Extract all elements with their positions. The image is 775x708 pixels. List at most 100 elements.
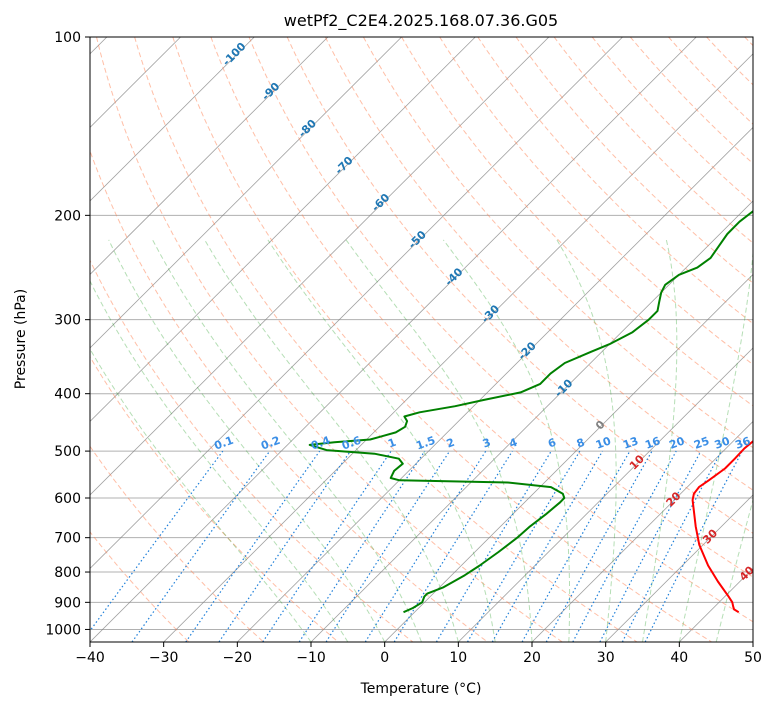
line-labels: 0.1 0.2 0.4 0.6 1 1.5 2 3 4 6 8 10 13 16 20 25 30 36-100-… (212, 40, 757, 584)
temperature-profile-line (691, 439, 753, 614)
isotherm-line (90, 37, 476, 423)
mixing-ratio-label: 20 (668, 434, 687, 452)
mixing-ratio-label: 6 (546, 436, 558, 451)
mixing-ratio-line (572, 450, 677, 642)
x-tick-label: −20 (223, 650, 253, 666)
moist-adiabat-line (108, 239, 386, 642)
isotherm-line (679, 567, 753, 642)
chart-title: wetPf2_C2E4.2025.168.07.36.G05 (284, 11, 558, 31)
moist-adiabat-line (90, 279, 349, 642)
isotherm-line (752, 641, 753, 642)
isotherm-label: -60 (369, 191, 392, 214)
dry-adiabat-line (324, 37, 753, 491)
mixing-ratio-line (325, 450, 451, 642)
isotherm-label: -80 (296, 117, 319, 140)
isotherm-line (237, 126, 753, 642)
isotherm-label: 20 (664, 489, 684, 509)
moist-adiabat-line (678, 247, 753, 642)
mixing-ratio-label: 4 (507, 436, 519, 451)
mixing-ratio-line (131, 450, 271, 642)
mixing-ratio-label: 1 (386, 436, 398, 451)
x-tick-label: 50 (744, 650, 762, 666)
isotherm-label: -90 (259, 80, 282, 103)
isotherm-line (90, 37, 255, 202)
plot-frame (89, 36, 754, 643)
dry-adiabat-line (706, 37, 753, 86)
mixing-ratio-line (393, 450, 513, 642)
x-tick-label: −30 (149, 650, 179, 666)
isotherm-line (605, 494, 753, 642)
background-lines (90, 37, 753, 642)
dry-adiabat-line (90, 149, 488, 642)
y-tick-label: 700 (54, 531, 81, 547)
mixing-ratio-line (90, 450, 224, 632)
dry-adiabat-line (439, 37, 753, 366)
mixing-ratio-line (218, 450, 351, 642)
isotherm-line (90, 37, 697, 642)
mixing-ratio-label: 25 (692, 434, 711, 451)
isotherm-line (310, 200, 753, 642)
y-tick-label: 800 (54, 565, 81, 581)
mixing-ratio-label: 36 (733, 434, 752, 452)
mixing-ratio-label: 0.6 (340, 434, 363, 453)
y-tick-label: 200 (54, 208, 81, 224)
y-tick-label: 1000 (45, 622, 81, 638)
mixing-ratio-label: 3 (481, 436, 493, 451)
isotherm-label: -40 (442, 265, 465, 288)
x-tick-label: 0 (380, 650, 389, 666)
dewpoint-profile-line (308, 209, 753, 614)
moist-adiabat-line (345, 239, 533, 642)
y-tick-label: 300 (54, 313, 81, 329)
mixing-ratio-line (644, 450, 743, 642)
axis-ticks: −40 −30 −20 −10 0 10 20 30 40 5010020030040050060… (45, 30, 762, 666)
mixing-ratio-line (599, 450, 702, 642)
isotherm-line (531, 420, 753, 642)
isotherm-label: -30 (479, 302, 502, 325)
moist-adiabat-line (556, 239, 617, 642)
mixing-ratio-label: 0.4 (309, 434, 332, 453)
dry-adiabat-line (401, 37, 753, 407)
dry-adiabat-line (172, 37, 712, 642)
dry-adiabat-line (96, 37, 563, 642)
moist-adiabat-line (642, 239, 678, 642)
x-axis-label: Temperature (°C) (360, 681, 482, 697)
mixing-ratio-line (364, 450, 487, 642)
y-axis-label: Pressure (hPa) (13, 289, 29, 389)
x-tick-label: 40 (670, 650, 688, 666)
mixing-ratio-line (298, 450, 426, 642)
mixing-ratio-line (185, 450, 321, 642)
y-tick-label: 400 (54, 387, 81, 403)
dry-adiabat-line (668, 37, 753, 125)
isotherm-line (90, 37, 402, 349)
dry-adiabat-line (248, 37, 753, 578)
isotherm-label: -20 (516, 339, 539, 362)
profile-lines (308, 209, 753, 614)
mixing-ratio-label: 10 (594, 434, 613, 452)
mixing-ratio-label: 8 (575, 436, 587, 451)
mixing-ratio-label: 13 (621, 434, 640, 451)
isotherm-label: -10 (552, 376, 575, 399)
isotherm-label: 10 (627, 452, 647, 472)
mixing-ratio-label: 0.1 (212, 434, 235, 453)
mixing-ratio-line (435, 450, 552, 642)
dry-adiabat-line (134, 37, 638, 642)
mixing-ratio-label: 16 (643, 434, 662, 452)
mixing-ratio-label: 1.5 (414, 434, 437, 453)
x-tick-label: 10 (449, 650, 467, 666)
dry-adiabat-line (90, 445, 264, 642)
isotherm-label: -50 (406, 228, 429, 251)
mixing-ratio-line (545, 450, 653, 642)
moist-adiabat-line (442, 239, 571, 642)
x-tick-label: −10 (296, 650, 326, 666)
x-tick-label: −40 (75, 650, 105, 666)
dry-adiabat-line (90, 531, 190, 642)
mixing-ratio-label: 0.2 (259, 434, 282, 453)
isotherm-line (90, 37, 550, 496)
y-tick-label: 500 (54, 444, 81, 460)
x-tick-label: 20 (523, 650, 541, 666)
dry-adiabat-line (515, 37, 753, 284)
isotherm-label: -70 (332, 154, 355, 177)
mixing-ratio-label: 2 (445, 436, 457, 451)
y-tick-label: 100 (54, 30, 81, 46)
